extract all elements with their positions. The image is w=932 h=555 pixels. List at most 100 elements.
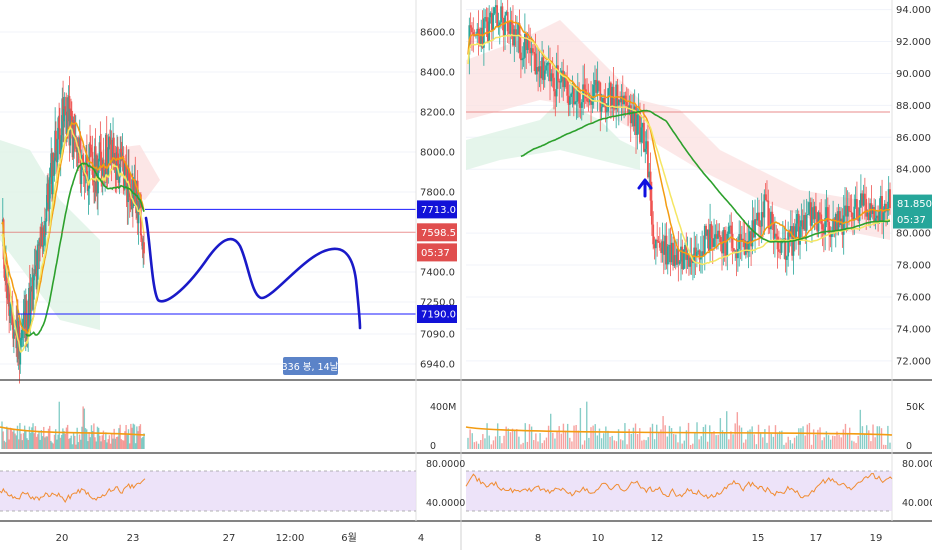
volume-bar xyxy=(44,437,46,449)
volume-bar xyxy=(100,441,102,449)
candle-body xyxy=(550,73,553,82)
candle-body xyxy=(684,244,686,251)
volume-bar xyxy=(651,423,654,449)
volume-bar xyxy=(759,432,762,449)
volume-bar xyxy=(749,429,751,449)
candle-body xyxy=(803,215,805,230)
volume-bar xyxy=(543,440,546,449)
candle-body xyxy=(606,111,608,113)
volume-bar xyxy=(23,425,26,449)
candle-body xyxy=(739,234,742,242)
volume-bar xyxy=(579,407,582,449)
candle-body xyxy=(476,28,479,35)
candle-body xyxy=(545,65,547,71)
candle-body xyxy=(653,244,656,249)
candle-body xyxy=(517,23,520,36)
volume-bar xyxy=(75,444,77,449)
candle-body xyxy=(731,233,734,249)
candle-body xyxy=(134,179,137,202)
candle-body xyxy=(502,18,505,36)
volume-bar xyxy=(630,433,632,449)
candle-body xyxy=(566,80,569,96)
up-arrow-icon xyxy=(637,178,653,198)
candle-body xyxy=(554,91,557,97)
candle-body xyxy=(578,88,581,104)
candle-body xyxy=(662,241,665,255)
candle-body xyxy=(508,31,510,34)
volume-bar xyxy=(482,434,484,449)
volume-bar xyxy=(103,440,106,449)
candle-body xyxy=(3,259,6,278)
volume-bar xyxy=(490,444,493,449)
candle-body xyxy=(801,220,804,230)
volume-bar xyxy=(783,444,785,449)
volume-bar xyxy=(719,418,722,449)
candle-body xyxy=(632,109,635,127)
volume-bar xyxy=(118,428,120,449)
candle-body xyxy=(732,248,735,252)
volume-bar xyxy=(99,435,101,449)
left-y-tick-label: 8400.0 xyxy=(420,68,455,79)
candle-body xyxy=(863,193,866,199)
volume-bar xyxy=(594,424,596,449)
candle-body xyxy=(574,101,577,105)
volume-bar xyxy=(581,444,584,449)
candle-body xyxy=(641,122,644,128)
volume-bar xyxy=(882,444,885,449)
candle-body xyxy=(83,175,86,177)
candle-body xyxy=(635,106,637,135)
candle-body xyxy=(636,115,639,135)
candle-body xyxy=(805,214,808,231)
candle-body xyxy=(537,67,540,72)
candle-body xyxy=(879,196,882,211)
volume-bar xyxy=(95,441,97,449)
candle-body xyxy=(558,80,561,83)
candle-body xyxy=(808,202,811,215)
volume-bar xyxy=(84,428,87,449)
candle-body xyxy=(500,6,502,23)
volume-bar xyxy=(1,421,3,449)
left-x-tick-label: 6월 xyxy=(341,532,357,544)
volume-bar xyxy=(505,426,507,449)
volume-bar xyxy=(56,439,58,449)
volume-bar xyxy=(726,411,728,449)
volume-bar xyxy=(670,428,673,449)
candle-body xyxy=(56,139,59,163)
volume-bar xyxy=(132,423,134,449)
left-x-tick-label: 23 xyxy=(127,533,140,544)
candle-body xyxy=(611,86,614,109)
volume-bar xyxy=(685,430,688,449)
price-tag-71900: 7190.0 xyxy=(417,305,457,323)
cloud-area xyxy=(466,20,890,240)
volume-bar xyxy=(740,427,743,449)
candle-body xyxy=(854,199,857,207)
candle-body xyxy=(588,97,591,103)
left-drawn-projection-path[interactable] xyxy=(144,216,362,330)
volume-bar xyxy=(38,430,40,449)
volume-bar xyxy=(656,424,658,449)
volume-bar xyxy=(494,436,497,449)
candle-body xyxy=(824,218,827,235)
candle-body xyxy=(816,212,819,232)
candle-body xyxy=(695,252,698,257)
volume-bar xyxy=(706,441,709,449)
volume-bar xyxy=(641,440,643,449)
measure-tool-tag[interactable]: 336 봉, 14날 xyxy=(282,357,339,375)
candle-body xyxy=(857,219,860,221)
candle-body xyxy=(22,318,25,325)
volume-bar xyxy=(43,426,45,449)
volume-bar xyxy=(46,436,49,449)
volume-bar xyxy=(35,436,38,449)
candle-body xyxy=(580,102,583,108)
candle-body xyxy=(713,238,715,247)
candle-body xyxy=(616,84,619,106)
volume-bar xyxy=(39,439,41,449)
volume-bar xyxy=(575,424,577,449)
candle-body xyxy=(592,84,595,97)
volume-bar xyxy=(742,442,745,449)
candle-body xyxy=(107,147,110,176)
price-tag-77130: 7713.0 xyxy=(417,200,457,219)
candle-body xyxy=(621,95,624,105)
volume-bar xyxy=(123,440,125,449)
volume-bar xyxy=(859,409,862,449)
